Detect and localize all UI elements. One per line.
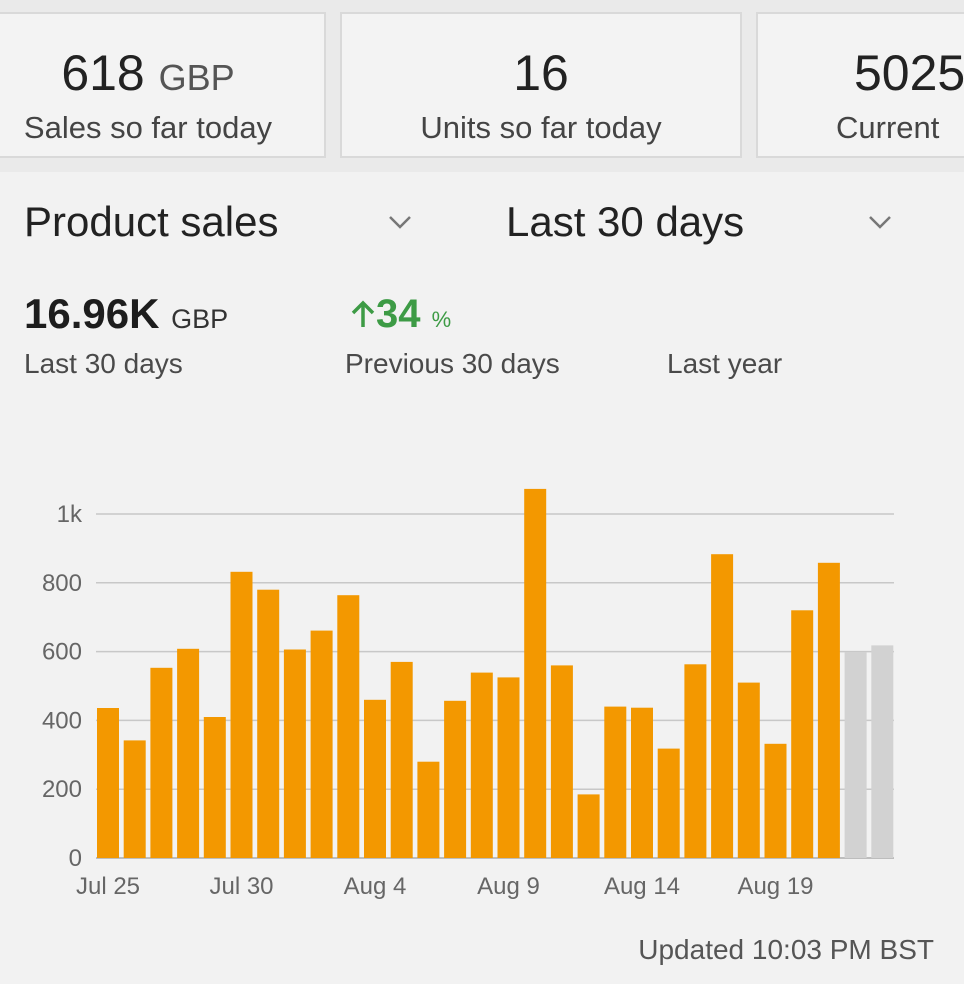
sales-today-card[interactable]: 618 GBP Sales so far today (0, 12, 326, 158)
x-tick-label: Aug 19 (737, 873, 813, 900)
sales-today-label: Sales so far today (23, 110, 273, 145)
chart-bar[interactable] (631, 707, 653, 858)
units-today-value: 16 (513, 45, 569, 101)
current-card[interactable]: 5025 Current (756, 12, 964, 158)
units-today-card[interactable]: 16 Units so far today (340, 12, 742, 158)
x-tick-label: Jul 30 (209, 873, 273, 900)
chart-bar[interactable] (524, 488, 547, 858)
chart-bar[interactable] (764, 743, 787, 858)
chart-bar[interactable] (337, 595, 360, 858)
y-tick-label: 0 (69, 845, 82, 872)
chart-bar[interactable] (711, 554, 734, 858)
chart-bar[interactable] (230, 571, 253, 858)
x-tick-label: Aug 4 (344, 873, 407, 900)
chart-bar[interactable] (97, 708, 119, 858)
chart-bar[interactable] (871, 645, 894, 858)
summary-cards: 618 GBP Sales so far today 16 Units so f… (0, 0, 964, 172)
chart-bar[interactable] (844, 652, 867, 858)
chart-bar[interactable] (791, 610, 814, 858)
chart-bar[interactable] (123, 740, 146, 858)
y-tick-label: 200 (42, 776, 82, 803)
sales-today-value: 618 GBP (61, 45, 235, 101)
y-tick-label: 600 (42, 639, 82, 666)
range-dropdown-label[interactable]: Last 30 days (506, 198, 745, 245)
y-tick-label: 1k (57, 501, 83, 528)
sales-bar-chart: 0 200 400 600 800 1k Jul 25 Jul 30 Aug 4 Aug 9 Aug… (42, 488, 894, 900)
y-tick-label: 400 (42, 707, 82, 734)
chevron-down-icon[interactable] (866, 212, 894, 232)
total-sales-value: 16.96K GBP (24, 290, 229, 337)
chevron-down-icon[interactable] (386, 212, 414, 232)
chart-bar[interactable] (150, 667, 173, 858)
arrow-up-icon (351, 300, 375, 327)
compare-last-year-label[interactable]: Last year (667, 348, 783, 379)
chart-bar[interactable] (470, 672, 493, 858)
current-value: 5025 (854, 45, 964, 101)
total-period-label: Last 30 days (24, 348, 183, 379)
updated-timestamp: Updated 10:03 PM BST (638, 934, 934, 965)
current-label: Current (836, 110, 940, 145)
chart-bar[interactable] (177, 648, 200, 858)
change-percent: 34 % (350, 292, 451, 337)
x-tick-label: Aug 9 (477, 873, 540, 900)
chart-bar[interactable] (203, 717, 226, 858)
chart-bar[interactable] (817, 562, 840, 858)
chart-bar[interactable] (257, 589, 280, 858)
units-today-label: Units so far today (420, 110, 662, 145)
chart-bar[interactable] (283, 649, 306, 859)
chart-bar[interactable] (390, 661, 413, 858)
y-tick-label: 800 (42, 570, 82, 597)
sales-panel: Product sales Last 30 days 16.96K GBP La… (0, 172, 964, 984)
chart-bar[interactable] (364, 699, 386, 858)
chart-bar[interactable] (444, 700, 467, 858)
chart-bar[interactable] (684, 664, 707, 858)
chart-bar[interactable] (497, 677, 520, 858)
x-tick-label: Aug 14 (604, 873, 680, 900)
chart-bar[interactable] (604, 706, 627, 858)
chart-bar[interactable] (737, 682, 760, 858)
metric-dropdown-label[interactable]: Product sales (24, 198, 279, 245)
chart-bar[interactable] (417, 761, 440, 858)
chart-bar[interactable] (657, 748, 680, 858)
chart-bar[interactable] (310, 630, 333, 858)
chart-bar[interactable] (550, 665, 573, 858)
chart-bar[interactable] (577, 794, 600, 858)
x-tick-label: Jul 25 (76, 873, 140, 900)
change-period-label[interactable]: Previous 30 days (345, 348, 560, 379)
